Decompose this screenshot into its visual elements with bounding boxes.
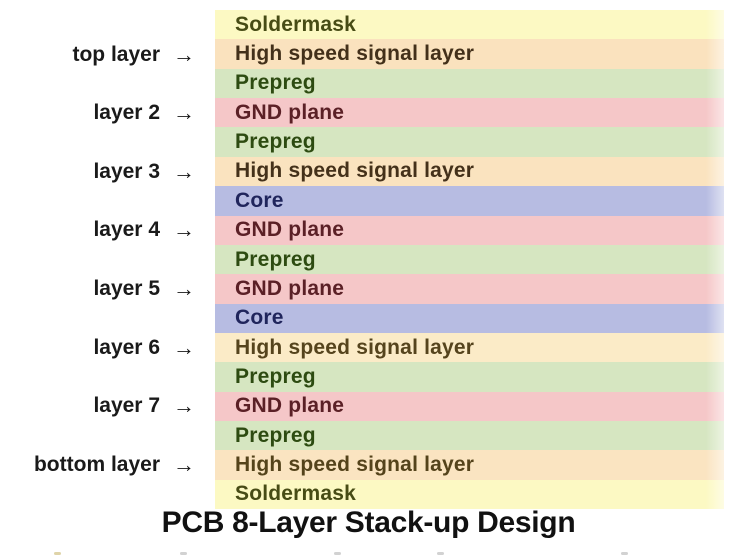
right-arrow-icon: → [173,158,195,184]
pointer-label: layer 3 [93,159,160,183]
pointer-label: layer 7 [93,393,160,417]
stack-layer-core: Core [215,303,724,333]
pointer-layer-5: layer 5 → [0,274,215,303]
stack-layer-gnd-2: GND plane [215,98,724,128]
diagram-title: PCB 8-Layer Stack-up Design [161,506,576,539]
right-arrow-icon: → [173,41,195,67]
stack-layer-soldermask-top: Soldermask [215,10,724,40]
stack-layer-core: Core [215,186,724,216]
right-arrow-icon: → [173,392,195,418]
stack-layer-signal-bottom: High speed signal layer [215,450,724,480]
stack-layer-gnd-4: GND plane [215,215,724,245]
pointer-label: layer 4 [93,217,160,241]
stack-layer-signal-3: High speed signal layer [215,156,724,187]
stack-layer-prepreg: Prepreg [215,362,724,392]
layer-stack: Soldermask High speed signal layer Prepr… [215,10,724,510]
crop-artifact [621,552,628,555]
crop-artifact [54,552,61,555]
right-arrow-icon: → [173,275,195,301]
pointer-label: top layer [72,42,160,66]
stack-layer-gnd-5: GND plane [215,274,724,304]
stack-layer-signal-top: High speed signal layer [215,39,724,69]
stack-layer-prepreg: Prepreg [215,68,724,99]
stack-layer-signal-6: High speed signal layer [215,332,724,363]
stack-layer-prepreg: Prepreg [215,127,724,157]
pointer-layer-3: layer 3 → [0,157,215,186]
stack-layer-soldermask-bottom: Soldermask [215,479,724,510]
pointer-label: layer 2 [93,100,160,124]
stack-layer-gnd-7: GND plane [215,391,724,422]
pointer-top-layer: top layer → [0,40,215,69]
pointer-layer-4: layer 4 → [0,215,215,244]
crop-artifact [180,552,187,555]
right-arrow-icon: → [173,334,195,360]
pointer-layer-2: layer 2 → [0,98,215,127]
pointer-label: bottom layer [33,452,160,476]
pointer-label: layer 5 [93,276,160,300]
pointer-bottom-layer: bottom layer → [0,450,215,479]
crop-artifact [334,552,341,555]
crop-artifact [437,552,444,555]
right-arrow-icon: → [173,99,195,125]
stack-layer-prepreg: Prepreg [215,421,724,451]
stack-layer-prepreg: Prepreg [215,244,724,275]
pointer-label: layer 6 [93,335,160,359]
pointer-layer-6: layer 6 → [0,333,215,362]
right-arrow-icon: → [173,216,195,242]
pointer-layer-7: layer 7 → [0,391,215,420]
right-arrow-icon: → [173,451,195,477]
